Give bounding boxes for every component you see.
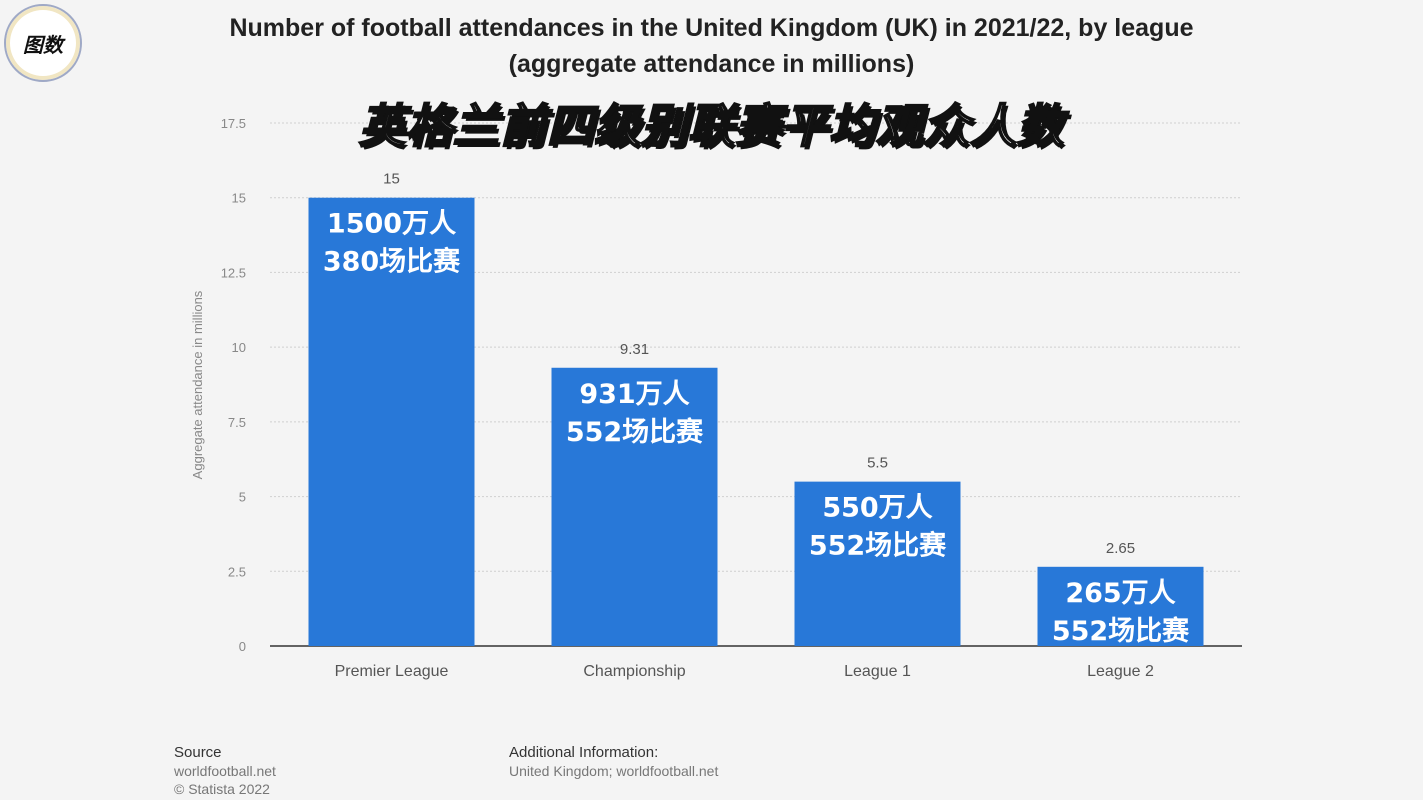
source-name: worldfootball.net — [174, 763, 276, 779]
y-tick-label: 10 — [232, 340, 246, 355]
x-tick-label: Premier League — [335, 663, 449, 680]
chart-title-line1: Number of football attendances in the Un… — [229, 14, 1194, 42]
bar-annotation: 552场比赛 — [1052, 615, 1190, 647]
bar — [1037, 566, 1204, 646]
additional-info-text: United Kingdom; worldfootball.net — [509, 763, 719, 779]
logo: 图数 — [4, 4, 82, 82]
data-label: 15 — [383, 171, 400, 188]
bar-annotation: 552场比赛 — [566, 416, 704, 448]
y-tick-label: 7.5 — [228, 415, 246, 430]
bar — [794, 481, 961, 646]
bar-annotation: 552场比赛 — [809, 530, 947, 562]
bar-annotation: 380场比赛 — [323, 246, 461, 278]
bar-annotation: 931万人 — [579, 379, 689, 410]
x-tick-label: League 2 — [1087, 663, 1154, 680]
y-tick-label: 5 — [239, 490, 246, 505]
data-label: 9.31 — [620, 341, 649, 358]
bar-annotation: 550万人 — [822, 493, 932, 524]
copyright: © Statista 2022 — [174, 781, 270, 797]
bar-layer — [308, 197, 1204, 646]
overlay-title: 英格兰前四级别联赛平均观众人数 — [358, 98, 1064, 154]
bar-annotation: 1500万人 — [327, 209, 456, 240]
y-tick-label: 2.5 — [228, 564, 246, 579]
label-layer: 0 2.5 5 7.5 10 12.5 15 17.5 15 1500万人 380场比赛 Premie… — [221, 116, 1190, 680]
x-tick-label: Championship — [583, 663, 685, 680]
bar-annotation: 265万人 — [1065, 578, 1175, 609]
additional-info-block: Additional Information: United Kingdom; … — [509, 744, 718, 780]
source-block: Source worldfootball.net © Statista 2022 — [174, 744, 276, 798]
bar — [551, 367, 718, 646]
chart-title-line2: (aggregate attendance in millions) — [508, 50, 915, 78]
y-tick-label: 17.5 — [221, 116, 246, 131]
bar — [308, 197, 475, 646]
additional-info-heading: Additional Information: — [509, 744, 659, 761]
source-heading: Source — [174, 744, 222, 761]
data-label: 2.65 — [1106, 540, 1135, 557]
y-tick-label: 15 — [232, 191, 246, 206]
y-axis-title: Aggregate attendance in millions — [190, 290, 205, 479]
x-tick-label: League 1 — [844, 663, 911, 680]
y-tick-label: 12.5 — [221, 265, 246, 280]
chart-title: Number of football attendances in the Un… — [0, 10, 1423, 82]
y-tick-label: 0 — [239, 639, 246, 654]
logo-text: 图数 — [23, 32, 63, 57]
data-label: 5.5 — [867, 455, 888, 472]
